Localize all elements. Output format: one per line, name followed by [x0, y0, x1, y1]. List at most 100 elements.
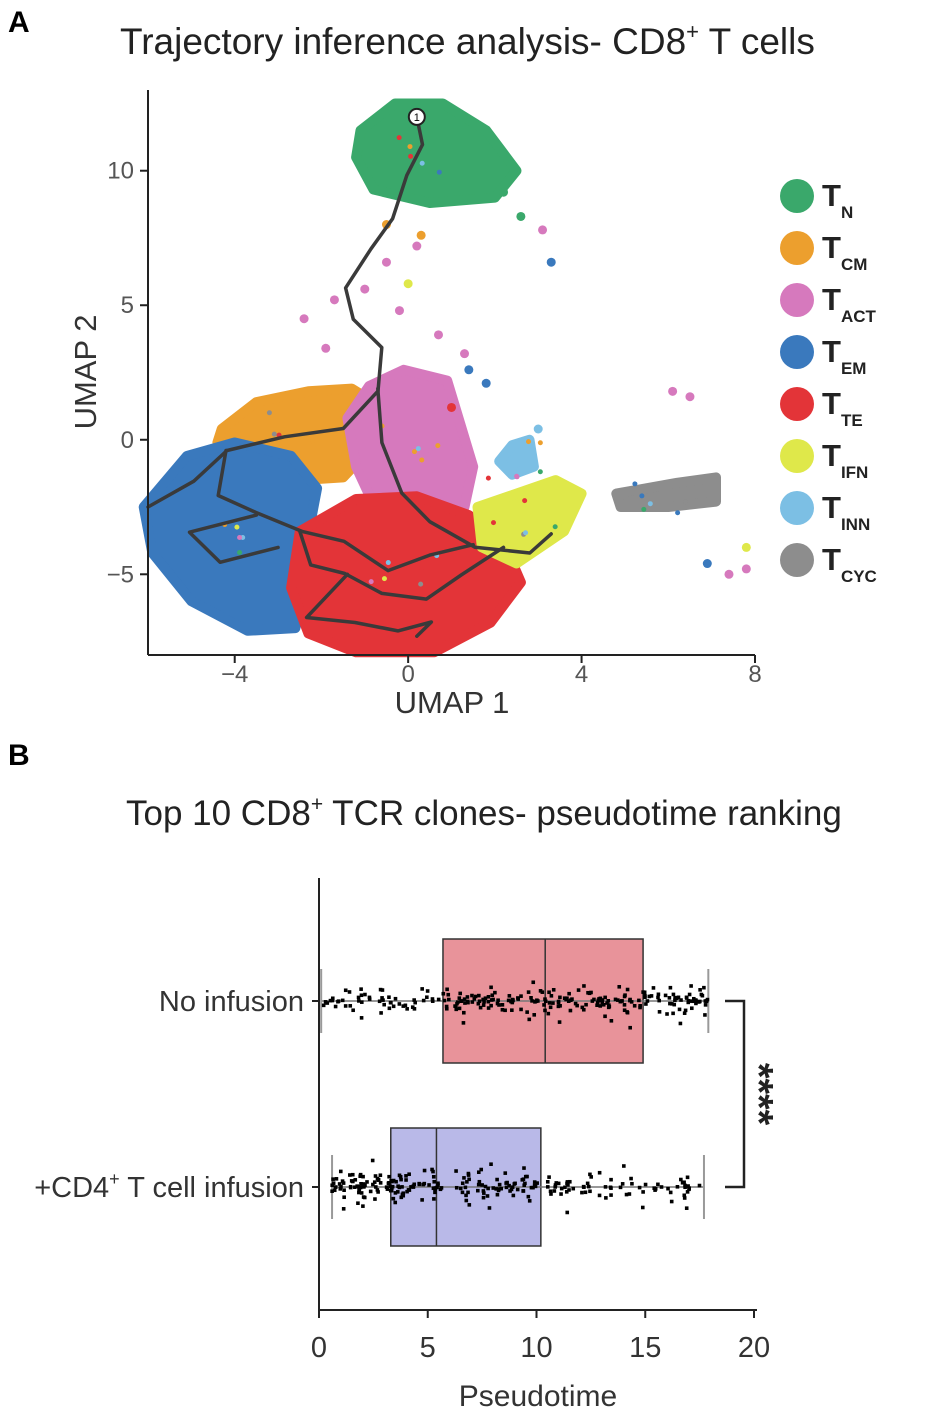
clone-point — [353, 1185, 357, 1189]
clone-point — [687, 992, 692, 997]
clone-point — [698, 988, 702, 992]
clone-point — [387, 1174, 391, 1179]
clone-point — [616, 998, 620, 1002]
clone-point — [562, 996, 567, 1000]
cell-point — [533, 424, 543, 434]
clone-point — [483, 996, 488, 1001]
clone-point — [495, 1177, 499, 1182]
clone-point — [529, 996, 533, 1000]
clone-point — [617, 984, 622, 989]
cell-point — [481, 378, 491, 388]
clone-point — [486, 999, 491, 1004]
clone-point — [481, 1195, 486, 1200]
cell-point — [741, 542, 751, 552]
clone-point — [458, 991, 463, 996]
clone-point — [497, 1182, 502, 1187]
clone-point — [407, 1172, 411, 1177]
clone-point — [685, 1175, 690, 1180]
trajectory-layer — [146, 115, 553, 638]
clone-point — [580, 1190, 584, 1195]
clone-point — [413, 1000, 417, 1005]
clone-point — [669, 1199, 674, 1204]
clone-point — [489, 985, 493, 990]
start-node-circle — [407, 107, 426, 126]
clone-point — [552, 1189, 557, 1193]
clone-point — [463, 1185, 468, 1190]
clone-point — [637, 1185, 642, 1190]
cell-point — [381, 257, 391, 267]
cell-point — [490, 520, 496, 526]
beeswarm-layer — [321, 980, 710, 1215]
clone-point — [343, 988, 348, 993]
clone-point — [703, 1013, 707, 1017]
cell-point — [641, 506, 647, 512]
clone-point — [374, 1185, 378, 1189]
clone-point — [551, 987, 556, 992]
clone-point — [466, 1171, 471, 1176]
panel-a-title: Trajectory inference analysis- CD8+ T ce… — [120, 19, 815, 62]
clone-point — [394, 1179, 398, 1184]
cell-point — [411, 449, 417, 455]
clone-point — [486, 1186, 490, 1191]
clone-point — [433, 1190, 437, 1195]
clone-point — [547, 1001, 552, 1005]
b-x-tick-label: 5 — [420, 1332, 436, 1364]
cell-point — [516, 211, 526, 221]
x-tick-label: 8 — [748, 661, 761, 688]
clone-point — [480, 1183, 484, 1187]
clone-point — [476, 1001, 481, 1006]
clone-point — [603, 995, 607, 1000]
clone-point — [586, 1184, 591, 1189]
clone-point — [391, 1196, 396, 1201]
clone-point — [379, 1011, 383, 1015]
clone-point — [532, 1013, 537, 1017]
clone-point — [489, 1003, 493, 1008]
clone-point — [563, 1185, 567, 1190]
clone-point — [430, 997, 435, 1001]
clone-point — [623, 993, 627, 997]
clone-point — [534, 999, 538, 1004]
cell-point — [741, 564, 751, 574]
clone-point — [467, 1203, 472, 1207]
panel-b-title: Top 10 CD8+ TCR clones- pseudotime ranki… — [126, 793, 842, 833]
clone-point — [535, 1181, 539, 1185]
legend-swatch-te — [780, 387, 814, 421]
clone-point — [403, 1003, 408, 1008]
clone-point — [628, 997, 632, 1002]
significance-stars: **** — [736, 1063, 780, 1126]
trajectory-branch-2 — [376, 386, 553, 555]
clone-point — [676, 995, 681, 1000]
legend-label-te: TTE — [822, 386, 863, 430]
clone-point — [657, 998, 661, 1003]
clone-point — [491, 1186, 496, 1190]
clone-point — [679, 1177, 683, 1182]
cell-point — [418, 581, 424, 587]
clone-point — [553, 1185, 557, 1189]
clone-point — [361, 1204, 365, 1208]
clone-point — [697, 1183, 702, 1188]
clone-point — [372, 1180, 377, 1184]
clone-point — [465, 995, 470, 999]
clone-point — [683, 1008, 688, 1013]
cluster-tcyc — [611, 472, 721, 512]
clone-point — [459, 999, 463, 1004]
cell-point — [381, 576, 387, 582]
clone-point — [398, 1175, 403, 1179]
legend-swatch-inn — [780, 491, 814, 525]
cluster-tn — [351, 98, 522, 208]
clone-point — [431, 1174, 436, 1179]
clone-point — [389, 1000, 393, 1005]
clone-point — [504, 1181, 508, 1185]
clone-point — [399, 1177, 403, 1182]
clone-point — [547, 1175, 551, 1179]
clone-point — [556, 999, 561, 1004]
clone-point — [632, 1003, 637, 1008]
clone-point — [589, 1175, 593, 1179]
clone-point — [548, 1189, 553, 1194]
clone-point — [520, 1178, 525, 1182]
clone-point — [454, 1007, 459, 1012]
clone-point — [357, 1187, 361, 1192]
clone-point — [603, 1185, 608, 1189]
clone-point — [386, 1181, 391, 1186]
